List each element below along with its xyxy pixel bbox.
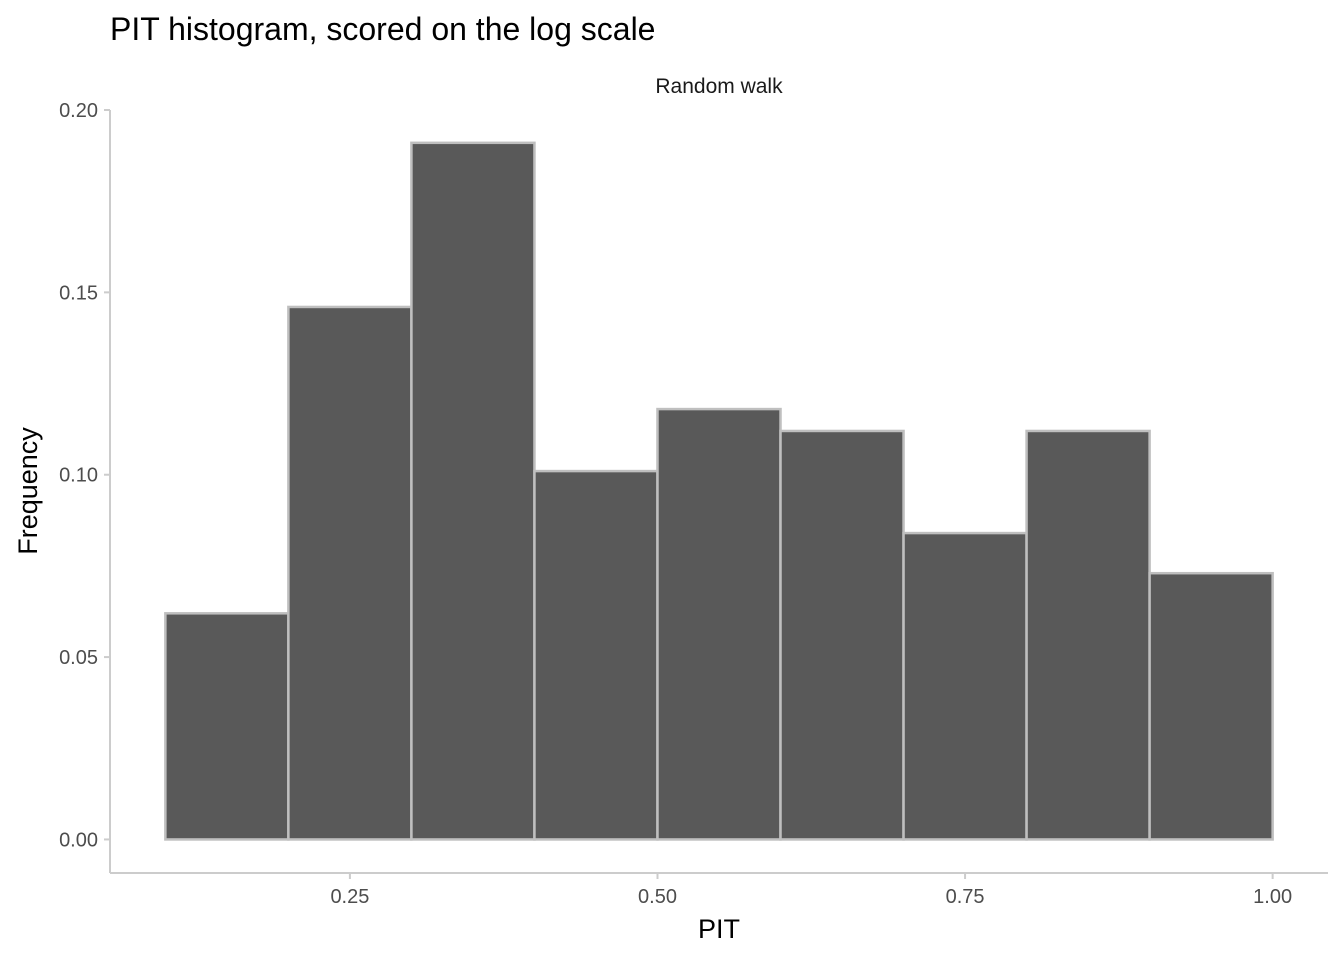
x-axis-title: PIT — [698, 914, 740, 944]
x-tick-label: 1.00 — [1253, 886, 1292, 908]
x-axis-ticks: 0.25 0.50 0.75 1.00 — [330, 873, 1292, 908]
y-axis-title: Frequency — [13, 427, 43, 555]
y-tick-label: 0.10 — [59, 465, 98, 487]
histogram-bar-1 — [164, 612, 290, 841]
facet-label: Random walk — [655, 75, 783, 98]
histogram-bar-9 — [1148, 571, 1274, 841]
y-tick-label: 0.00 — [59, 829, 98, 851]
histogram-bars — [164, 141, 1274, 841]
chart-title: PIT histogram, scored on the log scale — [110, 11, 655, 47]
x-tick-label: 0.25 — [330, 886, 369, 908]
histogram-bar-2 — [287, 305, 413, 841]
histogram-bar-5 — [656, 407, 782, 841]
x-tick-label: 0.75 — [946, 886, 985, 908]
y-axis-ticks: 0.00 0.05 0.10 0.15 0.20 — [59, 100, 110, 851]
histogram-bar-8 — [1025, 429, 1151, 841]
y-tick-label: 0.20 — [59, 100, 98, 122]
y-tick-label: 0.15 — [59, 282, 98, 304]
histogram-bar-3 — [410, 141, 536, 841]
x-tick-label: 0.50 — [638, 886, 677, 908]
histogram-bar-7 — [902, 531, 1028, 841]
y-tick-label: 0.05 — [59, 647, 98, 669]
histogram-bar-6 — [779, 429, 905, 841]
histogram-bar-4 — [533, 469, 659, 841]
